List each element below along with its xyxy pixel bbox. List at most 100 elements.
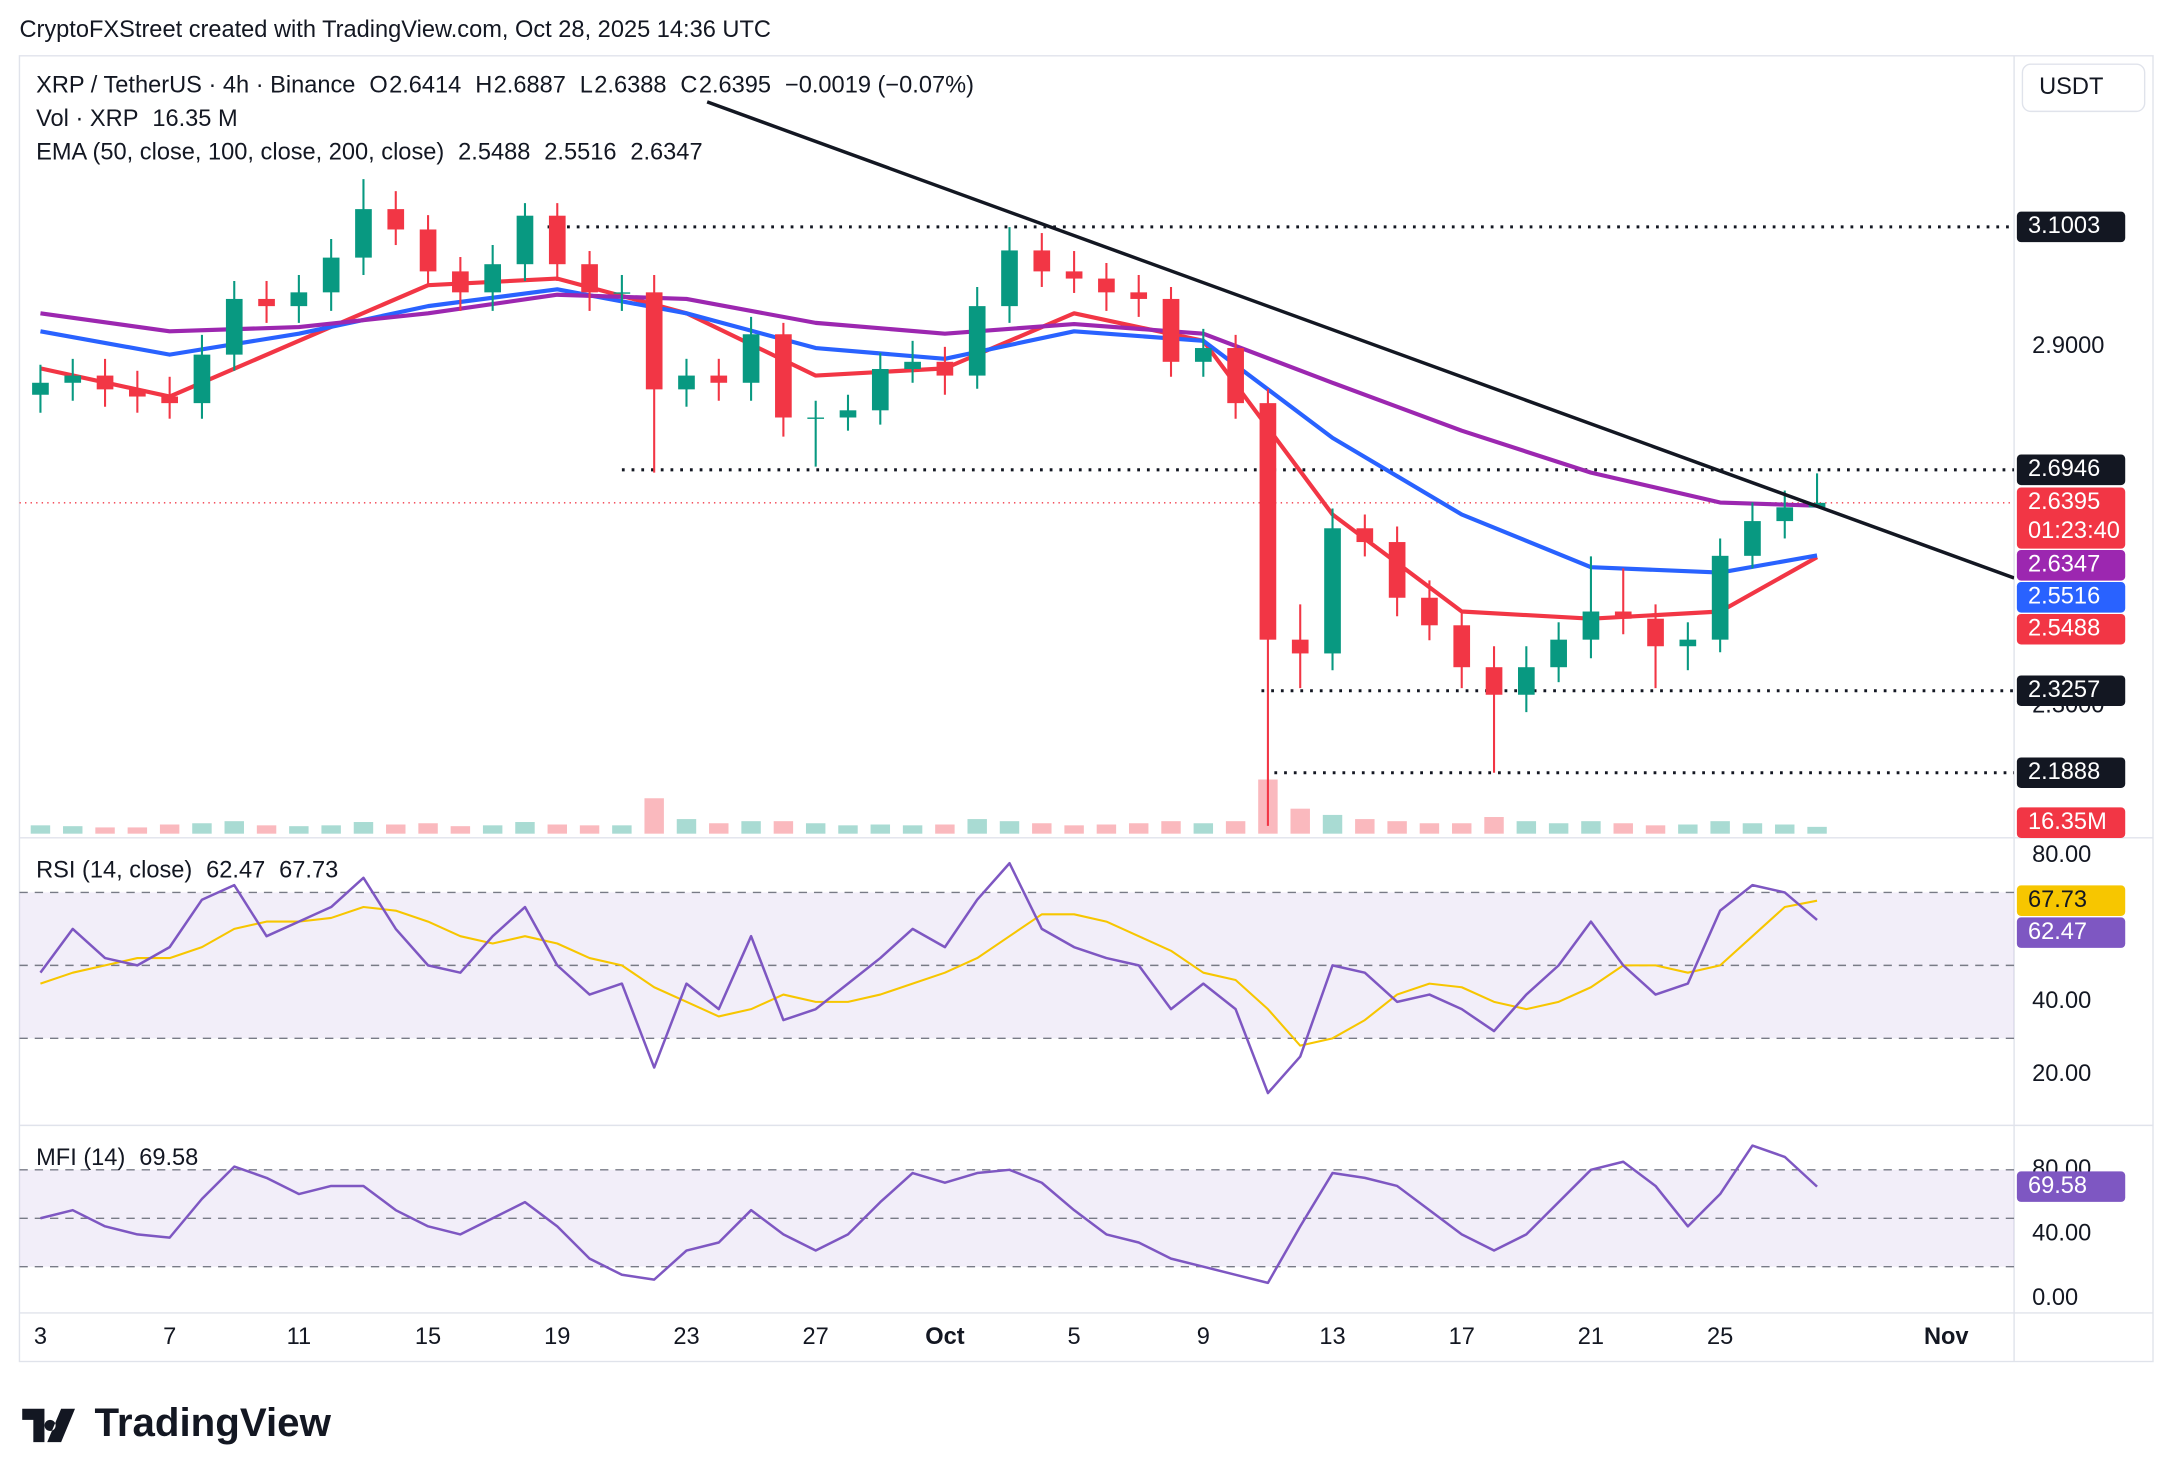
volume-bar — [1355, 819, 1375, 834]
indicator-label: RSI (14, close) — [36, 857, 192, 883]
candles — [32, 179, 1826, 826]
candle-body — [484, 264, 502, 293]
level-badge: 3.1003 — [2016, 211, 2126, 243]
ohlc-label: C — [680, 73, 697, 99]
level-badge-text: 2.3257 — [2028, 677, 2100, 703]
volume-bar — [30, 825, 51, 834]
candle-body — [1744, 521, 1761, 556]
volume-bar — [515, 822, 535, 834]
price-badge-text: 01:23:40 — [2028, 518, 2120, 544]
level-badge-bg — [2016, 675, 2126, 707]
volume-bar — [386, 824, 406, 834]
ema-badge-bg — [2016, 550, 2126, 581]
ema-badge-text: 2.5516 — [2028, 584, 2100, 610]
trendline-layer — [706, 100, 2015, 580]
level-badge-bg — [2016, 454, 2126, 486]
x-tick-label: 17 — [1449, 1324, 1475, 1350]
volume-bar — [1128, 823, 1149, 834]
x-tick-label: 15 — [415, 1324, 441, 1350]
volume-bar — [1161, 821, 1181, 834]
logo-text: TradingView — [94, 1400, 331, 1445]
volume-bar — [1387, 821, 1407, 834]
indicator-badge-bg — [2016, 1171, 2126, 1202]
candle-body — [807, 417, 825, 419]
volume-bar — [1225, 821, 1246, 834]
level-badge-bg — [2016, 757, 2126, 788]
ohlc-value: 2.6395 — [699, 73, 771, 99]
oscillator-pane — [19, 861, 2015, 1095]
candle-body — [96, 375, 114, 390]
ema-value: 2.5516 — [544, 139, 616, 165]
candle-body — [1033, 250, 1051, 272]
y-tick-label: 40.00 — [2032, 1221, 2091, 1247]
candle-body — [645, 292, 663, 390]
volume-bar — [482, 825, 503, 834]
x-tick-label: Oct — [925, 1324, 964, 1350]
candle-body — [1421, 597, 1438, 626]
volume-bar — [902, 825, 923, 834]
volume-bar — [870, 824, 891, 834]
volume-bar — [321, 825, 341, 834]
candle-body — [1324, 528, 1341, 654]
ema-value: 2.5488 — [458, 139, 530, 165]
candle-body — [193, 354, 211, 404]
indicator-value: 69.58 — [139, 1145, 198, 1171]
candle-body — [1259, 403, 1277, 640]
volume-bar — [644, 798, 664, 834]
indicator-badge-text: 62.47 — [2028, 919, 2087, 945]
candle-body — [936, 361, 954, 376]
ema-label: EMA (50, close, 100, close, 200, close) — [36, 139, 444, 165]
volume-bar — [741, 821, 761, 834]
indicator-line — [40, 899, 1818, 1047]
currency-button[interactable] — [2021, 63, 2146, 113]
volume-bar — [1613, 823, 1633, 834]
volume-bar — [63, 826, 83, 834]
volume-bar — [1581, 821, 1601, 834]
level-badge: 2.6946 — [2016, 454, 2126, 486]
volume-bar — [1484, 817, 1504, 834]
volume-bar — [450, 826, 471, 834]
oscillator-pane — [19, 1144, 2015, 1285]
indicator-line — [39, 861, 1818, 1095]
indicator-badge: 69.58 — [2016, 1171, 2126, 1202]
volume-bar — [676, 819, 697, 834]
ema-badge: 2.5516 — [2016, 582, 2126, 613]
indicator-badge-bg — [2016, 885, 2126, 916]
level-badge-text: 2.6946 — [2028, 456, 2100, 482]
price-badge-text: 2.6395 — [2028, 489, 2100, 515]
candle-body — [742, 334, 760, 383]
volume-bar — [1419, 823, 1440, 834]
y-tick-label: 2.9000 — [2032, 333, 2104, 359]
candle-body — [839, 410, 857, 418]
x-tick-label: 23 — [673, 1324, 699, 1350]
ohlc-value: 2.6887 — [494, 73, 566, 99]
volume-bar — [1548, 823, 1569, 834]
candle-body — [1162, 298, 1180, 362]
x-tick-label: 21 — [1578, 1324, 1604, 1350]
candle-body — [258, 298, 275, 307]
volume-bar — [1096, 824, 1117, 834]
x-tick-label: 9 — [1197, 1324, 1210, 1350]
volume-bar — [1775, 824, 1795, 834]
indicator-badge-text: 69.58 — [2028, 1173, 2087, 1199]
level-badge-text: 2.1888 — [2028, 759, 2100, 785]
candle-body — [322, 257, 340, 293]
volume-bar — [935, 824, 955, 834]
ema-badge: 2.5488 — [2016, 613, 2126, 645]
volume-badge: 16.35M — [2016, 807, 2126, 838]
volume-bar — [1452, 823, 1472, 834]
volume-bar — [192, 823, 212, 834]
volume-bar — [289, 826, 309, 834]
indicator-label: MFI (14) — [36, 1145, 125, 1171]
candle-body — [1711, 555, 1729, 640]
ema-badge: 2.6347 — [2016, 550, 2126, 581]
candle-body — [1453, 625, 1471, 668]
x-tick-label: 13 — [1319, 1324, 1345, 1350]
trendline — [706, 100, 2015, 580]
volume-bar — [709, 823, 729, 834]
candle-body — [1356, 528, 1374, 543]
candle-body — [1614, 611, 1632, 619]
currency[interactable]: USDT — [2039, 74, 2103, 100]
